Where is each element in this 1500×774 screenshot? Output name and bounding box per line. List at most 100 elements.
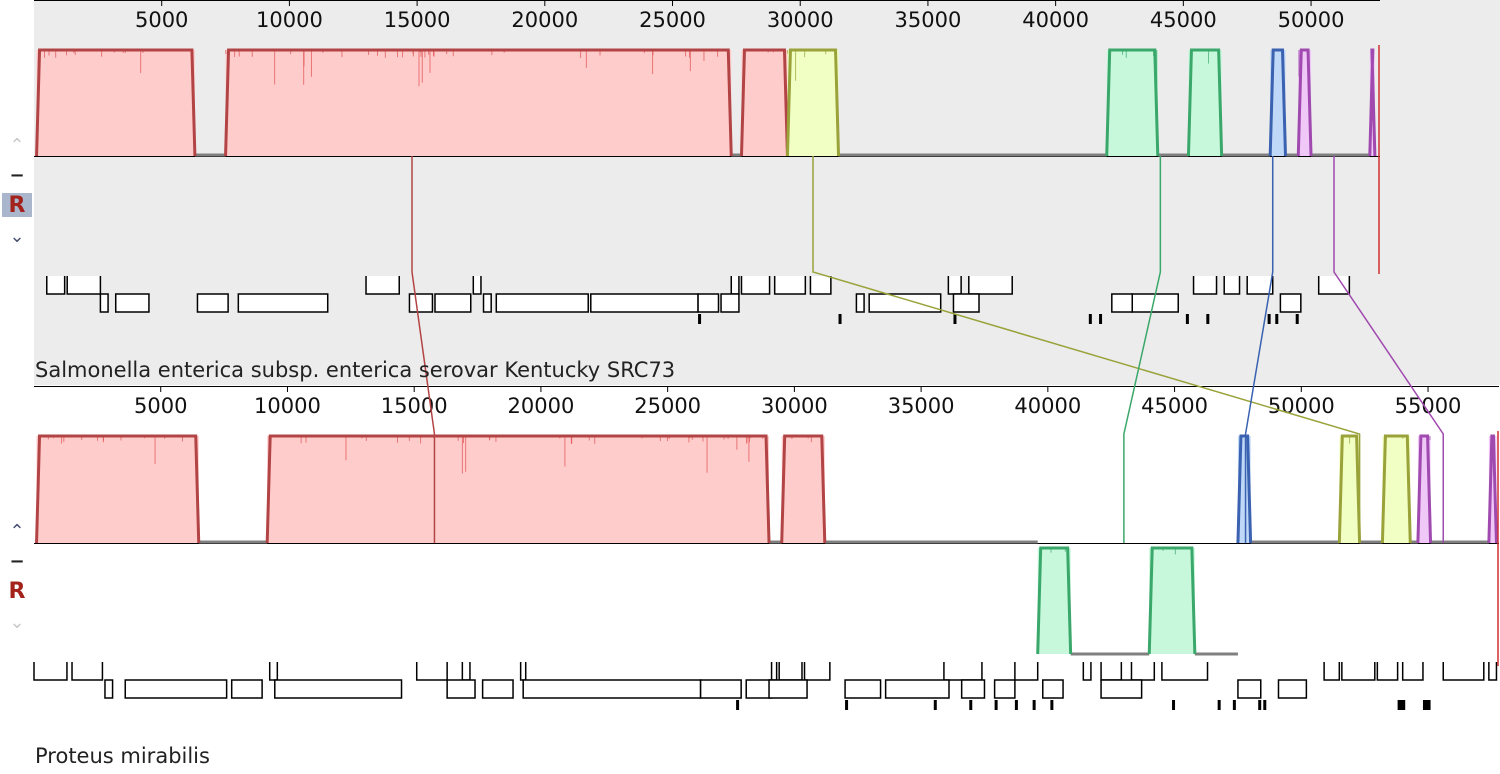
gene-feature (947, 276, 962, 295)
gene-feature (968, 276, 1013, 295)
gene-feature (415, 662, 448, 681)
gene-feature (730, 276, 740, 295)
gene-feature (1192, 276, 1218, 295)
gene-feature (1279, 293, 1302, 313)
lcb-block-purple (1416, 434, 1433, 544)
ruler-tick-label: 20000 (508, 394, 575, 418)
gene-feature (960, 679, 986, 699)
gene-feature (1223, 276, 1241, 295)
gene-feature (1442, 662, 1485, 681)
gene-feature (720, 293, 740, 313)
ruler-tick-label: 20000 (511, 8, 578, 32)
lcb-block-outline (1337, 434, 1362, 544)
panel-2-move-down-button[interactable]: ⌄ (9, 612, 25, 633)
gene-feature-small (953, 314, 957, 324)
lcb-block-outline (1487, 434, 1498, 544)
panel-1-move-up-button[interactable]: ⌃ (9, 135, 25, 156)
ruler-tick-label: 55000 (1395, 394, 1462, 418)
lcb-block-purple (1487, 434, 1498, 544)
lcb-block-fill (36, 50, 195, 156)
genome-panel-2: 5000 10000 15000 20000 25000 30000 35000 40000 4… (33, 386, 1499, 710)
gene-feature (803, 662, 831, 681)
gene-feature-small (736, 700, 740, 710)
lcb-block-outline (224, 48, 733, 157)
lcb-block-fill (267, 436, 770, 543)
gene-feature (1246, 276, 1274, 295)
ruler-tick-label: 5000 (135, 8, 188, 32)
gene-feature (104, 679, 114, 699)
gene-feature (855, 293, 865, 313)
lcb-block-outline (1380, 434, 1412, 544)
gene-feature-small (1422, 700, 1431, 710)
lcb-block-outline (1147, 546, 1197, 655)
gene-feature (884, 679, 950, 699)
gene-feature-small (1217, 700, 1221, 710)
lcb-block-fill (1339, 436, 1360, 543)
gene-feature (408, 293, 434, 313)
gene-feature (124, 679, 228, 699)
lcb-block-outline (780, 434, 827, 544)
panel-2-reverse-button[interactable]: R (8, 579, 26, 604)
lcb-block-outline (1368, 48, 1377, 157)
gene-feature (1130, 662, 1156, 681)
ruler-tick-label: 10000 (256, 8, 323, 32)
ruler-tick-label: 15000 (381, 394, 448, 418)
gene-feature-small (1088, 314, 1092, 324)
lcb-block-fill (225, 50, 732, 156)
lcb-connector-olive (812, 156, 1361, 543)
lcb-block-fill (781, 436, 825, 543)
gene-feature (773, 276, 807, 295)
lcb-block-blue (1236, 434, 1253, 544)
gene-feature (1488, 662, 1498, 681)
ruler-tick-label: 25000 (634, 394, 701, 418)
ruler-tick-label: 45000 (1141, 394, 1208, 418)
gene-feature-small (933, 700, 937, 710)
panel-1-hide-button[interactable]: − (9, 165, 25, 186)
gene-feature (952, 293, 980, 313)
gene-feature (844, 679, 882, 699)
lcb-block-fill (741, 50, 788, 156)
lcb-block-fill (1106, 50, 1158, 156)
gene-feature (268, 662, 279, 681)
gene-feature-small (994, 700, 998, 710)
lcb-block-fill (36, 436, 199, 543)
lcb-block-outline (1236, 434, 1253, 544)
gene-feature-small (845, 700, 849, 710)
panel-1-move-down-button[interactable]: ⌄ (9, 226, 25, 247)
gene-feature (740, 276, 771, 295)
lcb-block-fill (1188, 50, 1222, 156)
panel-2-move-up-button[interactable]: ⌃ (9, 521, 25, 542)
lcb-block-blue (1268, 48, 1287, 157)
ruler-tick-label: 10000 (254, 394, 321, 418)
gene-feature-small (1206, 314, 1210, 324)
gene-feature (1042, 679, 1064, 699)
lcb-block-olive (1337, 434, 1362, 544)
ruler-tick-label: 15000 (384, 8, 451, 32)
panel-1-reverse-button[interactable]: R (2, 193, 32, 218)
gene-feature (943, 662, 983, 681)
lcb-block-fill (1149, 548, 1195, 654)
ruler-tick-label: 45000 (1150, 8, 1217, 32)
lcb-connector-blue (1244, 156, 1274, 543)
gene-feature-small (1172, 700, 1176, 710)
gene-feature-small (1263, 700, 1267, 710)
gene-feature (1237, 679, 1262, 699)
gene-feature (434, 293, 472, 313)
ruler-tick-label: 30000 (767, 8, 834, 32)
gene-feature (71, 662, 104, 681)
lcb-block-outline (739, 48, 789, 157)
gene-feature (99, 293, 109, 313)
gene-feature (1323, 662, 1341, 681)
gene-feature-small (1258, 700, 1262, 710)
ruler-tick-label: 40000 (1014, 394, 1081, 418)
ruler-tick-label: 40000 (1022, 8, 1089, 32)
panel-2-hide-button[interactable]: − (9, 551, 25, 572)
genome-panel-1: 5000 10000 15000 20000 25000 30000 35000 40000 4… (34, 0, 1380, 324)
gene-feature (365, 276, 400, 295)
lcb-connector-red (411, 156, 436, 543)
gene-feature-small (1014, 700, 1018, 710)
gene-feature-small (1099, 314, 1103, 324)
gene-feature-small (1267, 314, 1271, 324)
gene-feature (1100, 662, 1123, 681)
